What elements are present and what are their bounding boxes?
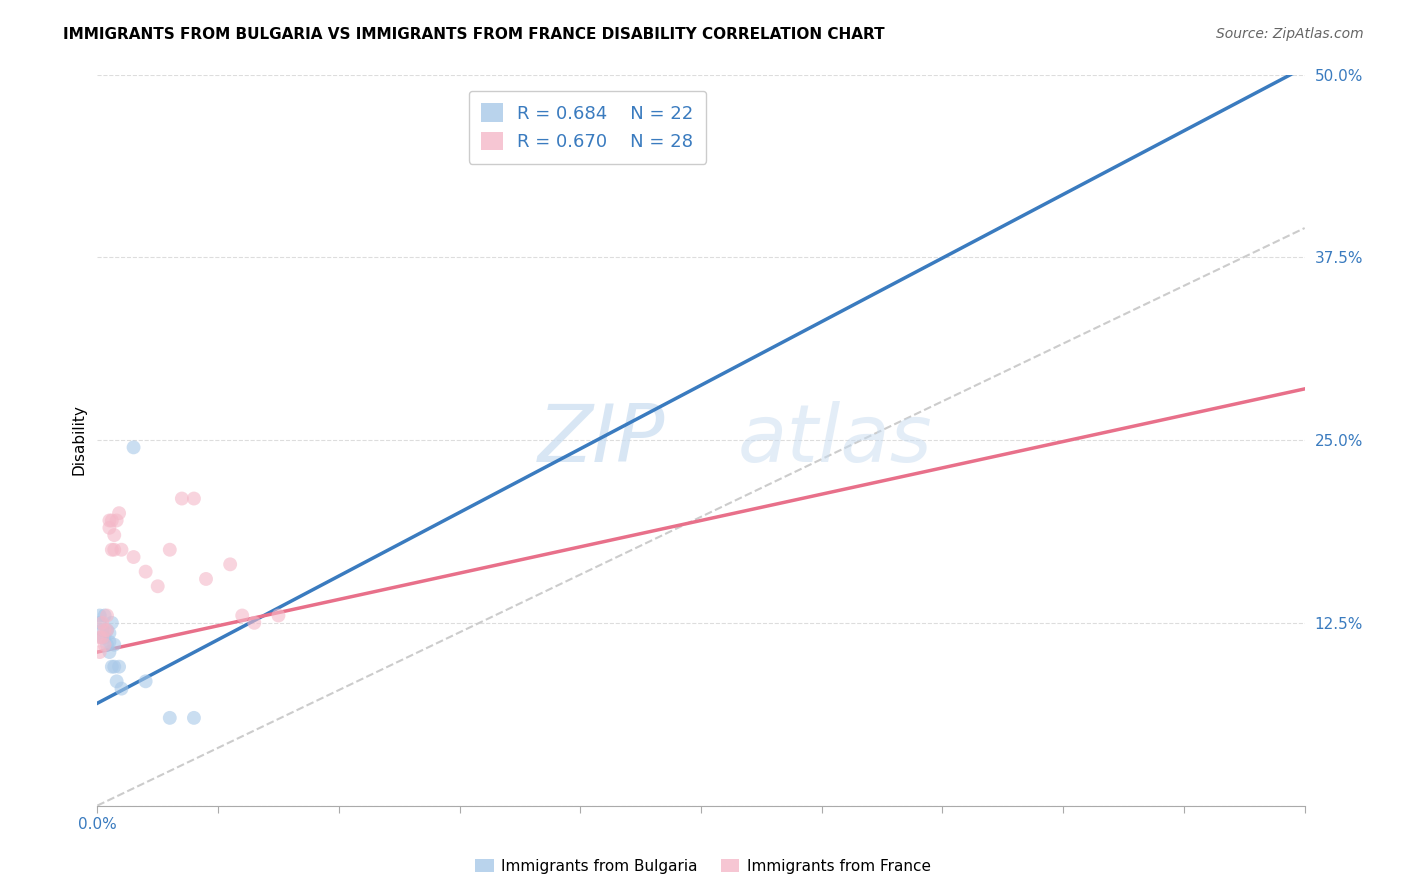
Point <box>122 549 145 564</box>
Text: Source: ZipAtlas.com: Source: ZipAtlas.com <box>1216 27 1364 41</box>
Point <box>91 623 114 637</box>
Point <box>93 608 115 623</box>
Y-axis label: Disability: Disability <box>72 405 86 475</box>
Text: ZIP: ZIP <box>537 401 665 479</box>
Point <box>135 565 157 579</box>
Legend: R = 0.684    N = 22, R = 0.670    N = 28: R = 0.684 N = 22, R = 0.670 N = 28 <box>468 91 706 164</box>
Point <box>103 638 125 652</box>
Point <box>96 638 118 652</box>
Point <box>219 558 242 572</box>
Point <box>91 631 114 645</box>
Point <box>108 659 131 673</box>
Point <box>146 579 169 593</box>
Point <box>243 615 266 630</box>
Point <box>98 521 121 535</box>
Point <box>91 631 114 645</box>
Point <box>267 608 290 623</box>
Point <box>89 615 111 630</box>
Point <box>96 623 118 637</box>
Legend: Immigrants from Bulgaria, Immigrants from France: Immigrants from Bulgaria, Immigrants fro… <box>470 853 936 880</box>
Point <box>183 491 205 506</box>
Point <box>108 506 131 520</box>
Point <box>231 608 253 623</box>
Point <box>101 513 124 527</box>
Point <box>101 659 124 673</box>
Point <box>170 491 193 506</box>
Text: IMMIGRANTS FROM BULGARIA VS IMMIGRANTS FROM FRANCE DISABILITY CORRELATION CHART: IMMIGRANTS FROM BULGARIA VS IMMIGRANTS F… <box>63 27 884 42</box>
Text: atlas: atlas <box>737 401 932 479</box>
Point <box>135 674 157 689</box>
Point <box>159 542 181 557</box>
Point <box>93 631 115 645</box>
Point <box>159 711 181 725</box>
Point <box>103 528 125 542</box>
Point <box>105 674 128 689</box>
Point <box>110 681 132 696</box>
Point <box>89 608 111 623</box>
Point <box>91 615 114 630</box>
Point <box>96 623 118 637</box>
Point <box>93 623 115 637</box>
Point <box>183 711 205 725</box>
Point <box>122 441 145 455</box>
Point <box>105 513 128 527</box>
Point <box>98 513 121 527</box>
Point <box>103 659 125 673</box>
Point <box>89 645 111 659</box>
Point <box>96 608 118 623</box>
Point <box>98 626 121 640</box>
Point <box>101 542 124 557</box>
Point <box>103 542 125 557</box>
Point <box>93 638 115 652</box>
Point <box>195 572 218 586</box>
Point <box>89 631 111 645</box>
Point <box>110 542 132 557</box>
Point <box>98 645 121 659</box>
Point <box>98 635 121 649</box>
Point <box>101 615 124 630</box>
